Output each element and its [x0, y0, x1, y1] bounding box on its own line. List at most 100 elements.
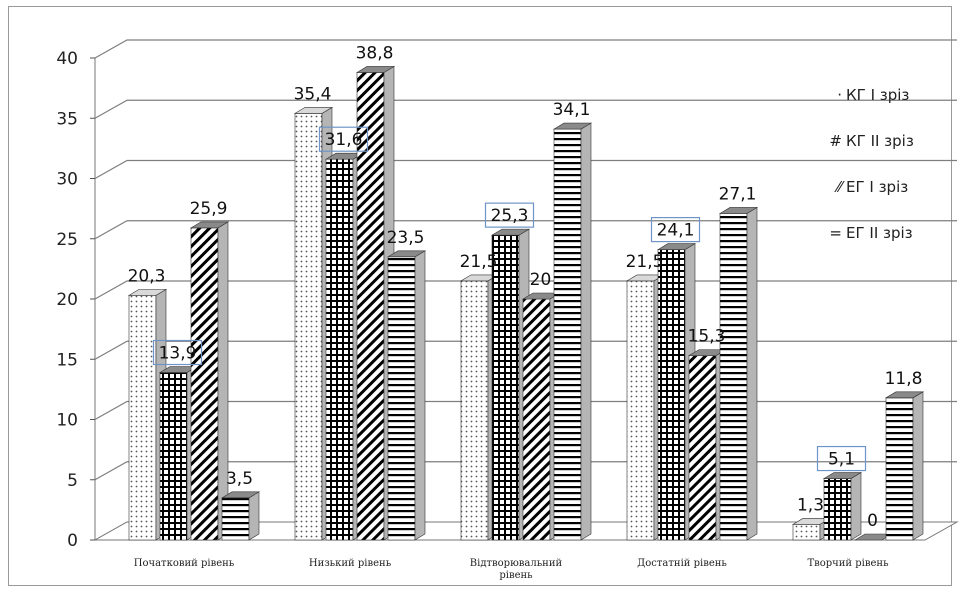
bar-front — [522, 298, 551, 541]
bar-top — [552, 122, 593, 130]
legend-swatch-icon: · — [837, 86, 842, 104]
data-label: 27,1 — [719, 184, 757, 204]
bar — [884, 391, 925, 541]
bar-front — [688, 355, 717, 541]
data-label: 24,1 — [657, 221, 695, 241]
gridline — [94, 99, 957, 119]
data-label-box — [650, 216, 701, 243]
legend-item: # КГ ІІ зріз — [829, 132, 913, 150]
bar-top — [293, 107, 334, 114]
data-label: 15,3 — [688, 327, 726, 347]
legend-label: ЕГ ІІ зріз — [846, 224, 913, 242]
legend-swatch-icon: = — [829, 224, 842, 242]
legend-swatch-icon: ⁄⁄ — [834, 178, 846, 196]
data-label: 20,3 — [128, 266, 166, 286]
bar-side — [217, 221, 229, 541]
bar-front — [356, 72, 385, 541]
data-label: 0 — [867, 511, 878, 531]
data-label: 38,8 — [356, 43, 394, 63]
bar-side — [850, 472, 862, 541]
y-tick-label: 35 — [56, 109, 78, 129]
x-tick-label: рівень — [499, 570, 533, 581]
bar-front — [626, 280, 655, 541]
x-tick-label: Творчий рівень — [807, 558, 889, 569]
bar-front — [491, 234, 520, 541]
y-tick-label: 30 — [56, 170, 78, 190]
legend-item: · КГ І зріз — [837, 86, 909, 104]
axis-wall — [94, 58, 128, 541]
bar-front — [294, 113, 323, 541]
bar — [552, 122, 593, 541]
bar-top — [490, 228, 531, 236]
bar-top — [220, 491, 261, 499]
x-tick-label: Початковий рівень — [134, 558, 235, 569]
x-tick-label: Відтворювальний — [470, 558, 563, 569]
bar-side — [580, 122, 592, 541]
bar-side — [912, 391, 924, 541]
bar-top — [656, 243, 697, 250]
bar-front — [885, 397, 914, 541]
chart-frame — [8, 6, 952, 586]
bar-top — [189, 221, 230, 229]
bar-top — [718, 207, 759, 214]
y-tick-label: 5 — [67, 471, 78, 491]
bar-front — [792, 524, 821, 541]
bar-front — [460, 280, 489, 541]
data-label: 23,5 — [387, 228, 425, 248]
gridline — [94, 39, 957, 59]
bar-top — [127, 289, 168, 296]
data-label: 1,3 — [797, 495, 824, 515]
bar-front — [553, 128, 582, 541]
data-label: 25,3 — [491, 206, 529, 226]
data-label: 11,8 — [885, 369, 923, 389]
data-label: 21,5 — [626, 252, 664, 272]
y-tick-label: 0 — [67, 531, 78, 551]
x-tick-label: Низький рівень — [309, 558, 392, 569]
gridline — [94, 220, 957, 240]
bar-top — [884, 391, 925, 399]
legend-label: КГ І зріз — [846, 86, 909, 104]
bar — [189, 221, 230, 541]
data-label-box — [152, 339, 203, 366]
gridline — [94, 159, 957, 180]
data-label: 3,5 — [226, 469, 253, 489]
bar-front — [387, 256, 416, 541]
data-label: 25,9 — [190, 199, 228, 219]
y-tick-label: 20 — [56, 290, 78, 310]
legend-item: = ЕГ ІІ зріз — [829, 224, 912, 242]
bar-top — [355, 66, 396, 73]
data-label-box — [318, 126, 369, 152]
bar-top — [822, 472, 863, 479]
bar — [718, 206, 759, 541]
data-label-box — [816, 445, 867, 472]
bar-front — [159, 372, 188, 541]
bar-side — [746, 206, 758, 541]
bar-front — [221, 497, 250, 541]
y-tick-label: 15 — [56, 350, 78, 370]
x-tick-label: Достатній рівень — [637, 558, 727, 569]
y-tick-label: 10 — [56, 411, 78, 431]
y-tick-label: 40 — [56, 49, 78, 69]
data-label: 31,6 — [325, 130, 363, 150]
data-label: 35,4 — [294, 84, 332, 104]
bar-side — [414, 250, 426, 541]
data-label: 34,1 — [553, 100, 591, 120]
bar — [355, 65, 396, 541]
bar — [220, 491, 261, 541]
bar-front — [719, 213, 748, 541]
bar — [656, 243, 697, 541]
legend-label: КГ ІІ зріз — [846, 132, 914, 150]
data-label: 13,9 — [159, 344, 197, 364]
y-tick-label: 25 — [56, 230, 78, 250]
data-label: 21,5 — [460, 252, 498, 272]
bar-front — [823, 478, 852, 541]
data-label: 20 — [530, 270, 552, 290]
data-label: 5,1 — [828, 450, 855, 470]
legend-item: ⁄⁄ ЕГ І зріз — [834, 178, 908, 196]
bar-front — [657, 249, 686, 541]
bar-front — [128, 295, 157, 541]
bar — [822, 472, 863, 541]
bar-side — [248, 491, 260, 541]
bar-top — [386, 250, 427, 258]
